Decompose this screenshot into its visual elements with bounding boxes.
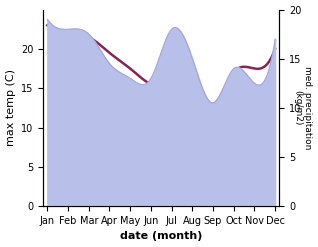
X-axis label: date (month): date (month) (120, 231, 203, 242)
Y-axis label: med. precipitation
(kg/m2): med. precipitation (kg/m2) (293, 66, 313, 149)
Y-axis label: max temp (C): max temp (C) (5, 69, 16, 146)
